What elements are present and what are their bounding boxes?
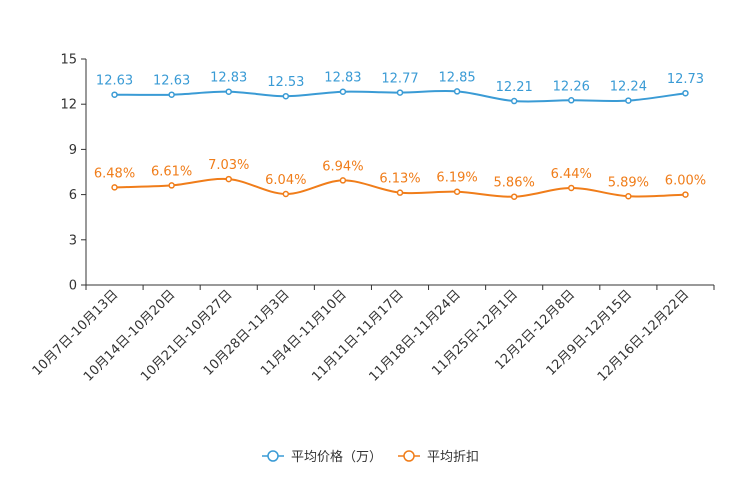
data-label: 7.03% [208, 158, 249, 173]
legend-item-1: 平均价格（万） [262, 449, 382, 465]
legend-item-2: 平均折扣 [398, 450, 479, 465]
series-1: 12.63 12.63 12.83 12.53 12.83 12.77 12.85 12.21… [96, 70, 704, 105]
y-tick-label: 3 [69, 233, 77, 248]
data-label: 12.26 [553, 79, 590, 94]
data-label: 12.63 [153, 74, 190, 89]
data-point [396, 89, 404, 96]
data-label: 6.48% [94, 166, 135, 181]
data-label: 6.94% [322, 159, 363, 174]
data-point [339, 177, 347, 184]
y-tick-label: 0 [69, 279, 77, 294]
data-point [625, 193, 632, 200]
y-tick-label: 9 [69, 143, 77, 158]
y-tick-label: 15 [60, 53, 77, 68]
data-label: 6.04% [265, 173, 306, 188]
data-point [453, 188, 461, 195]
legend-label: 平均价格（万） [291, 449, 382, 465]
legend: 平均价格（万） 平均折扣 [262, 449, 479, 465]
data-label: 12.83 [324, 71, 361, 86]
data-label: 12.85 [438, 70, 475, 85]
legend-marker-icon [267, 450, 279, 462]
data-label: 6.13% [379, 172, 420, 187]
data-point [510, 97, 518, 105]
legend-label: 平均折扣 [427, 450, 479, 465]
data-point [111, 184, 118, 191]
axes: 0369121510月7日-10月13日10月14日-10月20日10月21日-… [30, 53, 715, 385]
data-label: 5.86% [494, 176, 535, 191]
data-point [396, 189, 404, 196]
data-label: 12.24 [610, 80, 647, 95]
data-label: 12.63 [96, 74, 133, 89]
data-point [225, 88, 232, 95]
y-tick-label: 12 [60, 98, 77, 113]
data-point [225, 175, 232, 183]
data-point [111, 91, 118, 98]
data-point [510, 193, 518, 200]
data-point [168, 182, 175, 189]
data-point [168, 91, 175, 98]
data-label: 12.77 [381, 72, 418, 87]
data-point [339, 88, 347, 95]
data-label: 12.73 [667, 72, 704, 87]
data-point [625, 97, 632, 104]
data-point [453, 88, 461, 95]
series-layer: 12.63 12.63 12.83 12.53 12.83 12.77 12.85 12.21… [94, 70, 706, 200]
data-label: 6.19% [436, 171, 477, 186]
data-label: 5.89% [608, 175, 649, 190]
data-label: 6.00% [665, 174, 706, 189]
data-point [682, 191, 689, 198]
data-label: 12.83 [210, 71, 247, 86]
data-label: 6.61% [151, 164, 192, 179]
data-label: 12.53 [267, 75, 304, 90]
y-tick-label: 6 [69, 188, 77, 203]
data-label: 6.44% [551, 167, 592, 182]
data-point [682, 89, 689, 97]
data-point [568, 184, 575, 192]
series-2: 6.48% 6.61% 7.03% 6.04% 6.94% 6.13% 6.19% 5.86%… [94, 158, 706, 200]
data-point [568, 97, 575, 104]
data-point [282, 92, 290, 100]
data-point [282, 190, 290, 198]
legend-marker-icon [403, 450, 415, 462]
data-label: 12.21 [496, 80, 533, 95]
